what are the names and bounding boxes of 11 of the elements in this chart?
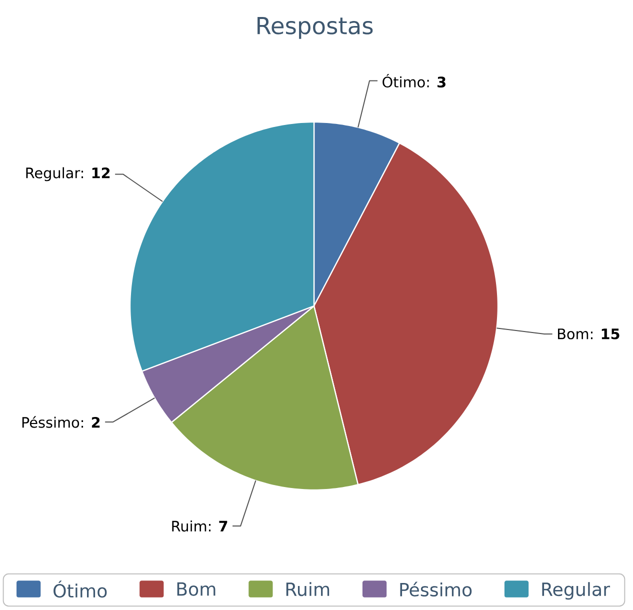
chart-title: Respostas bbox=[258, 17, 373, 39]
data-label: Bom: 15 bbox=[558, 328, 620, 340]
data-label: Ruim: 7 bbox=[172, 520, 228, 532]
data-label: Regular: 12 bbox=[26, 167, 110, 182]
legend-label: Ótimo bbox=[54, 580, 107, 598]
legend-label: Péssimo bbox=[400, 582, 472, 596]
legend-label: Ruim bbox=[286, 582, 330, 596]
data-label: Ótimo: 3 bbox=[382, 74, 446, 88]
legend-label: Regular bbox=[542, 582, 610, 600]
legend-label: Bom bbox=[177, 582, 216, 596]
data-label: Péssimo: 2 bbox=[22, 416, 100, 428]
